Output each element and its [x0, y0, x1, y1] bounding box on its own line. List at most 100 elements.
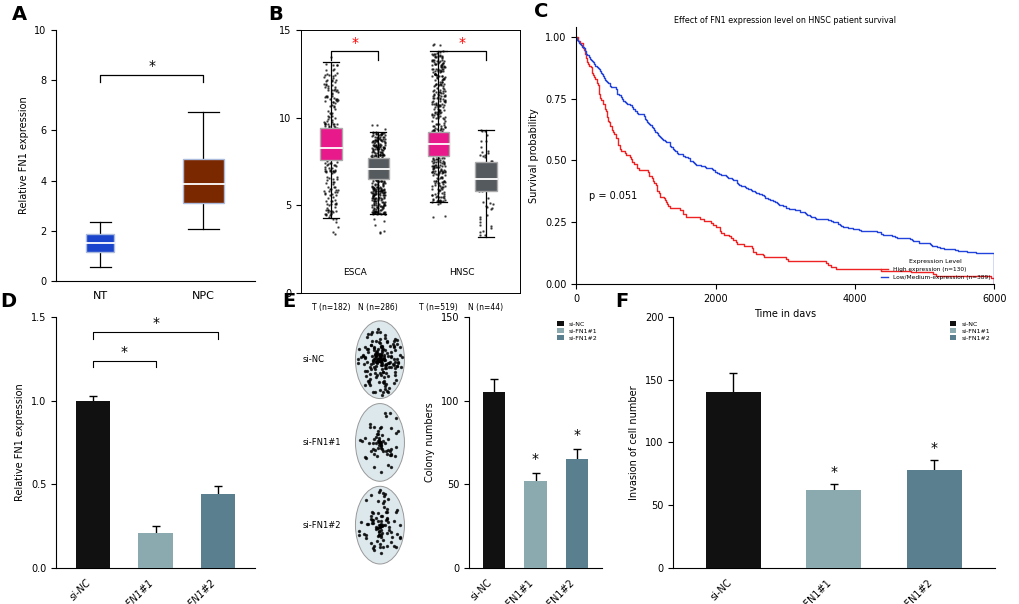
Point: [376, 143, 392, 153]
Point: [317, 126, 333, 135]
Point: [429, 66, 445, 76]
Point: [430, 100, 446, 110]
Point: [350, 354, 366, 364]
Point: [364, 127, 380, 137]
Point: [321, 165, 337, 175]
Point: [427, 69, 443, 79]
Point: [364, 193, 380, 203]
Point: [386, 541, 403, 551]
Point: [372, 355, 388, 365]
Point: [436, 165, 452, 175]
Point: [324, 71, 340, 81]
Point: [328, 157, 344, 167]
Point: [329, 185, 345, 195]
Point: [364, 184, 380, 193]
Point: [373, 156, 389, 166]
Point: [473, 126, 489, 136]
Point: [426, 150, 442, 160]
Point: [321, 137, 337, 147]
Point: [428, 145, 444, 155]
Point: [365, 205, 381, 214]
Point: [368, 182, 384, 191]
Point: [321, 108, 337, 117]
Point: [385, 361, 401, 370]
Point: [371, 527, 387, 536]
Point: [368, 140, 384, 150]
Point: [329, 87, 345, 97]
Point: [368, 202, 384, 211]
Point: [373, 128, 389, 138]
Point: [434, 59, 450, 68]
Point: [373, 165, 389, 175]
Point: [369, 356, 385, 365]
Point: [434, 53, 450, 62]
Point: [371, 355, 387, 365]
Point: [373, 147, 389, 156]
Point: [366, 189, 382, 199]
Point: [429, 170, 445, 180]
Point: [370, 203, 386, 213]
Point: [369, 133, 385, 143]
Point: [428, 191, 444, 201]
Point: [374, 165, 390, 175]
Point: [360, 344, 376, 353]
Point: [376, 201, 392, 210]
Point: [372, 176, 388, 186]
Point: [366, 545, 382, 555]
Point: [324, 137, 340, 147]
Point: [373, 353, 389, 363]
Point: [370, 147, 386, 156]
Point: [386, 342, 403, 352]
Point: [375, 208, 391, 218]
Point: [372, 143, 388, 152]
Point: [373, 135, 389, 145]
Point: [328, 207, 344, 216]
Point: [368, 206, 384, 216]
Point: [366, 368, 382, 378]
Point: [327, 147, 343, 156]
Point: [318, 178, 334, 187]
Point: [364, 160, 380, 170]
Point: [323, 209, 339, 219]
Point: [372, 182, 388, 191]
Point: [375, 179, 391, 188]
Point: [359, 332, 375, 342]
Point: [369, 161, 385, 170]
Point: [426, 141, 442, 151]
Point: [327, 126, 343, 135]
Point: [480, 163, 496, 173]
Point: [368, 186, 384, 196]
Point: [326, 145, 342, 155]
Point: [323, 88, 339, 98]
Point: [371, 133, 387, 143]
Point: [381, 341, 397, 351]
Point: [424, 141, 440, 150]
Point: [371, 147, 387, 156]
Point: [367, 204, 383, 214]
Point: [375, 208, 391, 217]
Bar: [524, 481, 546, 568]
Point: [318, 156, 334, 165]
Point: [386, 357, 403, 367]
Point: [424, 170, 440, 180]
Point: [374, 341, 390, 351]
Point: [363, 152, 379, 162]
Point: [427, 161, 443, 170]
Point: [374, 201, 390, 211]
Point: [328, 76, 344, 85]
Point: [381, 358, 397, 367]
Point: [392, 362, 409, 372]
Point: [323, 52, 339, 62]
Point: [375, 150, 391, 159]
Point: [432, 91, 448, 101]
Point: [328, 174, 344, 184]
Point: [426, 176, 442, 186]
Point: [320, 133, 336, 143]
Point: [426, 164, 442, 173]
Point: [369, 524, 385, 533]
Point: [367, 172, 383, 181]
Point: [371, 327, 387, 337]
Point: [436, 166, 452, 176]
Point: [425, 159, 441, 169]
Point: [316, 167, 332, 176]
